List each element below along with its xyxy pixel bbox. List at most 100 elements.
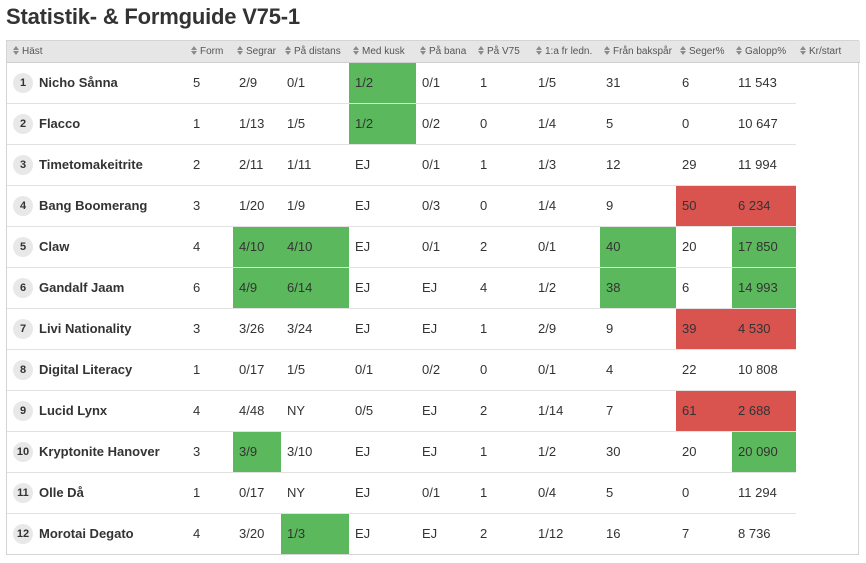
cell-pa-v75: 1	[474, 143, 532, 185]
cell-pa-distans: 0/1	[287, 75, 306, 90]
horse-name-link[interactable]: Timetomakeitrite	[39, 157, 143, 172]
cell-fran-bakspar: 16	[600, 512, 676, 554]
cell-fran-bakspar: 30	[600, 430, 676, 472]
table-row: 1 Nicho Sånna 5 2/9 0/1 1/2 0/1 1 1/5 31 6 11 543	[7, 62, 860, 103]
cell-med-kusk: EJ	[349, 184, 416, 226]
cell-fran-bakspar: 5	[600, 471, 676, 513]
cell-pa-bana: 0/3	[416, 184, 474, 226]
cell-galopp-procent: 11 294	[732, 471, 796, 513]
cell-galopp-procent: 4 530	[732, 307, 796, 349]
table-row: 10 Kryptonite Hanover 3 3/9 3/10 EJ EJ 1 1/2 30 20…	[7, 430, 860, 472]
horse-name-link[interactable]: Lucid Lynx	[39, 403, 108, 418]
cell-segrar: 2/11	[233, 143, 281, 185]
column-header-label: Häst	[22, 45, 43, 57]
cell-med-kusk: EJ	[349, 430, 416, 472]
horse-name-link[interactable]: Flacco	[39, 116, 81, 131]
column-header-seger-procent[interactable]: Seger%	[676, 41, 732, 63]
cell-galopp-procent: 8 736	[732, 512, 796, 554]
cell-seger-procent: 22	[676, 348, 732, 390]
cell-fran-bakspar: 9	[600, 184, 676, 226]
cell-fran-bakspar: 7	[600, 389, 676, 431]
cell-forsta-fr-ledn: 0/1	[532, 348, 600, 390]
column-header-label: Segrar	[246, 45, 277, 57]
cell-pa-v75: 0	[474, 184, 532, 226]
column-header-label: Galopp%	[745, 45, 787, 57]
horse-name-link[interactable]: Bang Boomerang	[39, 198, 148, 213]
column-header-label: 1:a fr ledn.	[545, 45, 593, 57]
cell-galopp-procent: 17 850	[732, 225, 796, 267]
cell-form: 4	[187, 389, 233, 431]
sort-icon	[420, 45, 427, 55]
cell-form: 1	[187, 102, 233, 144]
column-header-galopp-procent[interactable]: Galopp%	[732, 41, 796, 63]
cell-pa-distans: 3/10	[281, 430, 349, 472]
cell-med-kusk: EJ	[349, 266, 416, 308]
cell-form: 4	[187, 225, 233, 267]
table-row: 6 Gandalf Jaam 6 4/9 6/14 EJ EJ 4 1/2 38 6 14 993	[7, 266, 860, 308]
column-header-form[interactable]: Form	[187, 41, 233, 63]
column-header-med-kusk[interactable]: Med kusk	[349, 41, 416, 63]
cell-seger-procent: 7	[676, 512, 732, 554]
cell-pa-distans: 3/24	[281, 307, 349, 349]
cell-seger-procent: 0	[676, 471, 732, 513]
horse-cell: 10 Kryptonite Hanover	[7, 430, 187, 472]
cell-med-kusk: EJ	[349, 471, 416, 513]
horse-name-link[interactable]: Claw	[39, 239, 70, 254]
horse-cell: 3 Timetomakeitrite	[7, 143, 187, 185]
page-title: Statistik- & Formguide V75-1	[6, 4, 300, 29]
cell-seger-procent: 39	[676, 307, 732, 349]
cell-forsta-fr-ledn: 1/2	[532, 266, 600, 308]
start-number-badge: 8	[13, 359, 33, 380]
start-number-badge: 3	[13, 154, 33, 175]
column-header-segrar[interactable]: Segrar	[233, 41, 281, 63]
column-header-kr-per-start[interactable]: Kr/start	[796, 41, 860, 63]
cell-segrar: 3/9	[233, 430, 281, 472]
cell-segrar: 4/48	[233, 389, 281, 431]
column-header-pa-distans[interactable]: På distans	[281, 41, 349, 63]
cell-pa-distans: 1/5	[281, 102, 349, 144]
horse-name-link[interactable]: Nicho Sånna	[39, 75, 118, 90]
cell-pa-bana: EJ	[416, 266, 474, 308]
cell-pa-v75: 1	[474, 471, 532, 513]
start-number-badge: 5	[13, 236, 33, 257]
start-number-badge: 6	[13, 277, 33, 298]
column-header-pa-v75[interactable]: På V75	[474, 41, 532, 63]
column-header-pa-bana[interactable]: På bana	[416, 41, 474, 63]
horse-name-link[interactable]: Morotai Degato	[39, 526, 134, 542]
cell-form: 3	[187, 184, 233, 226]
horse-cell: 7 Livi Nationality	[7, 307, 187, 349]
horse-name-link[interactable]: Livi Nationality	[39, 321, 132, 336]
column-header-fran-bakspar[interactable]: Från bakspår	[600, 41, 676, 63]
horse-name-link[interactable]: Kryptonite Hanover	[39, 444, 160, 459]
start-number-badge: 4	[13, 195, 33, 216]
sort-icon	[237, 45, 244, 55]
column-header-hast[interactable]: Häst	[7, 41, 187, 63]
horse-cell: 5 Claw	[7, 225, 187, 267]
cell-forsta-fr-ledn: 0/4	[532, 471, 600, 513]
column-header-forsta-fr-ledn[interactable]: 1:a fr ledn.	[532, 41, 600, 63]
start-number-badge: 11	[13, 482, 33, 503]
start-number-badge: 7	[13, 318, 33, 339]
horse-name-link[interactable]: Gandalf Jaam	[39, 280, 125, 295]
cell-seger-procent: 29	[676, 143, 732, 185]
start-number-badge: 2	[13, 113, 33, 134]
cell-form: 3	[187, 307, 233, 349]
horse-cell: 4 Bang Boomerang	[7, 184, 187, 226]
cell-pa-distans: 1/5	[281, 348, 349, 390]
cell-forsta-fr-ledn: 0/1	[532, 225, 600, 267]
start-number-badge: 12	[13, 523, 33, 544]
cell-pa-distans: NY	[281, 471, 349, 513]
cell-pa-v75: 1	[474, 307, 532, 349]
cell-galopp-procent: 11 543	[738, 75, 777, 90]
cell-forsta-fr-ledn: 1/4	[532, 102, 600, 144]
cell-segrar: 0/17	[233, 471, 281, 513]
cell-fran-bakspar: 4	[600, 348, 676, 390]
horse-name-link[interactable]: Digital Literacy	[39, 362, 133, 377]
horse-cell: 12 Morotai Degato	[7, 512, 187, 554]
column-header-label: Kr/start	[809, 45, 842, 57]
table-row: 2 Flacco 1 1/13 1/5 1/2 0/2 0 1/4 5 0 10 647	[7, 102, 860, 144]
column-header-label: På V75	[487, 45, 520, 57]
cell-galopp-procent: 20 090	[732, 430, 796, 472]
cell-segrar: 3/20	[233, 512, 281, 554]
horse-name-link[interactable]: Olle Då	[39, 485, 84, 500]
